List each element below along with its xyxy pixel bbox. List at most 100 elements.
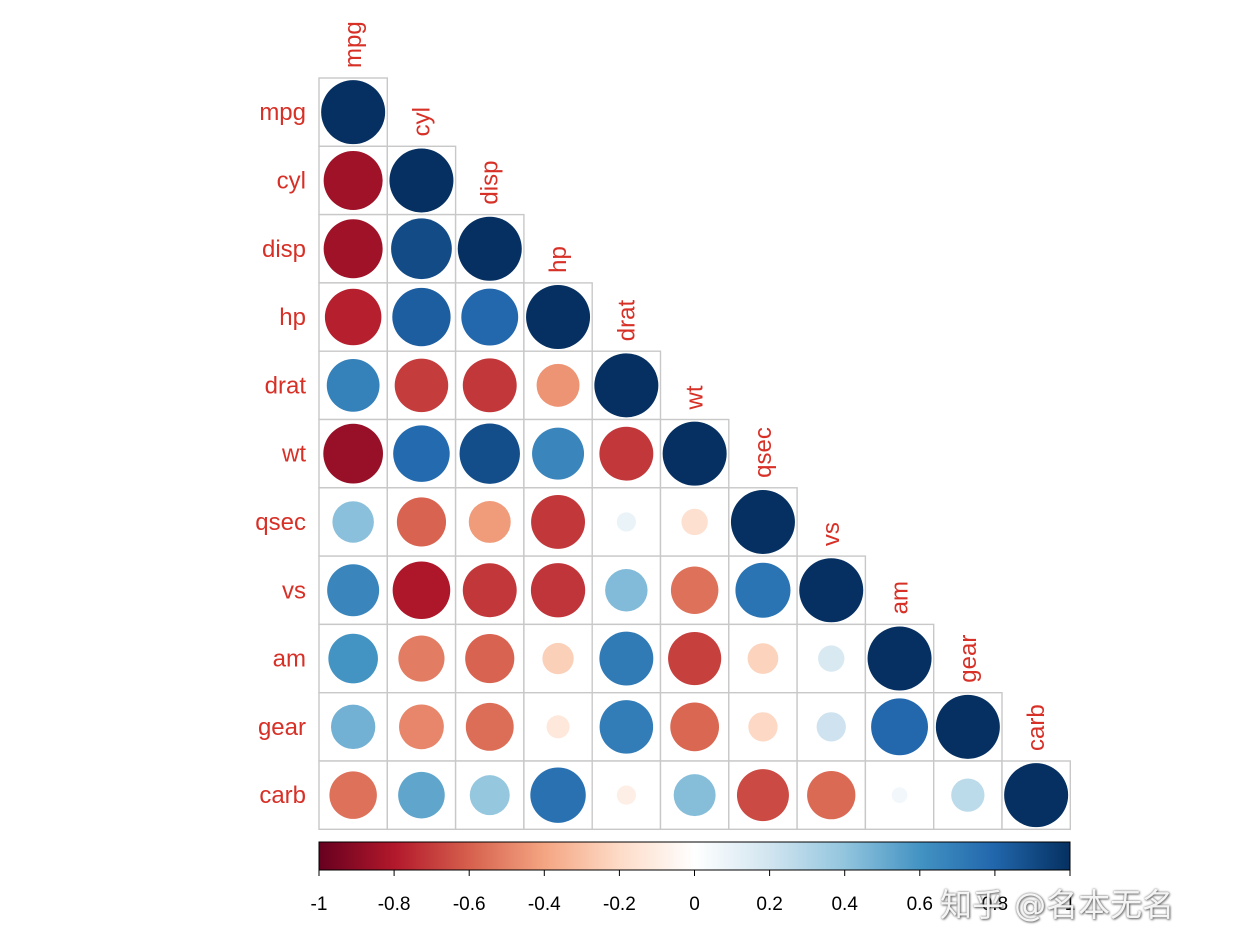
corr-circle-hp-hp (526, 285, 591, 350)
colorbar-tick-label: 0.4 (831, 894, 858, 915)
corr-circle-wt-cyl (393, 425, 450, 482)
corr-circle-drat-mpg (326, 358, 380, 412)
corr-circle-carb-drat (616, 785, 636, 805)
col-label-carb: carb (1023, 704, 1050, 751)
corr-circle-carb-vs (807, 770, 856, 820)
corr-circle-cyl-cyl (389, 148, 454, 213)
corr-circle-am-qsec (747, 643, 779, 674)
corr-circle-qsec-hp (531, 494, 586, 549)
corr-circle-vs-mpg (327, 564, 380, 617)
corr-circle-am-drat (599, 631, 654, 686)
row-label-disp: disp (262, 236, 306, 263)
corr-circle-disp-mpg (323, 219, 383, 279)
corr-circle-qsec-disp (468, 500, 511, 543)
corr-circle-vs-disp (462, 563, 517, 618)
correlation-grid (318, 77, 1072, 831)
col-label-disp: disp (477, 161, 504, 205)
corr-circle-qsec-mpg (332, 501, 374, 543)
corr-circle-vs-vs (799, 558, 864, 623)
corr-circle-carb-cyl (398, 771, 445, 819)
corr-circle-wt-hp (532, 427, 585, 480)
row-label-vs: vs (282, 577, 306, 604)
colorbar-tick-label: -0.2 (603, 894, 636, 915)
corr-circle-carb-wt (673, 774, 716, 817)
row-label-hp: hp (279, 304, 306, 331)
corr-circle-gear-am (871, 698, 928, 756)
corr-circle-cyl-mpg (323, 150, 383, 210)
corr-circle-qsec-wt (681, 508, 708, 536)
corr-circle-am-disp (465, 633, 515, 684)
colorbar-tick-label: 0.8 (982, 894, 1008, 915)
col-label-cyl: cyl (408, 107, 435, 136)
corr-circle-wt-mpg (323, 423, 383, 484)
corr-circle-gear-hp (546, 715, 570, 739)
corr-circle-drat-drat (594, 353, 659, 418)
row-label-mpg: mpg (259, 99, 306, 126)
corr-circle-gear-qsec (748, 712, 778, 742)
corr-circle-carb-mpg (329, 771, 377, 819)
corr-circle-drat-cyl (394, 358, 449, 413)
cell-drat-hp (523, 350, 593, 421)
corr-circle-qsec-qsec (730, 489, 795, 554)
colorbar-tick-label: 0.6 (907, 894, 933, 915)
colorbar-tick-label: -0.4 (528, 894, 561, 915)
corr-circle-am-wt (668, 631, 722, 686)
corr-circle-disp-cyl (391, 218, 452, 280)
corr-circle-am-cyl (398, 635, 445, 682)
corr-circle-hp-cyl (392, 287, 451, 347)
row-label-qsec: qsec (255, 509, 306, 536)
corr-circle-mpg-mpg (321, 80, 386, 145)
row-label-drat: drat (265, 372, 307, 399)
corr-circle-carb-am (891, 787, 908, 803)
corr-circle-vs-cyl (392, 561, 451, 620)
corr-circle-hp-mpg (324, 288, 382, 346)
corr-circle-vs-wt (670, 566, 719, 614)
col-label-drat: drat (613, 300, 640, 342)
row-label-cyl: cyl (277, 167, 306, 194)
colorbar-tick-label: -1 (311, 894, 328, 915)
corr-circle-vs-drat (605, 569, 648, 612)
cell-qsec-mpg (318, 487, 389, 557)
colorbar-tick-label: -0.8 (378, 894, 411, 915)
colorbar-tick-label: -0.6 (453, 894, 486, 915)
row-label-carb: carb (259, 782, 306, 809)
corr-circle-wt-drat (599, 426, 654, 481)
variable-labels: mpg mpg cyl cyl disp disp hp hp drat drat wt wt qsec… (255, 21, 1050, 809)
col-label-wt: wt (682, 385, 709, 410)
colorbar-tick-label: 0.2 (756, 894, 782, 915)
corr-circle-am-hp (542, 642, 574, 675)
corr-circle-gear-drat (599, 700, 654, 754)
corr-circle-gear-wt (670, 702, 720, 752)
corr-circle-wt-disp (459, 423, 520, 484)
corr-circle-qsec-drat (616, 512, 636, 532)
corr-circle-drat-hp (536, 363, 580, 407)
row-label-wt: wt (281, 441, 306, 468)
corr-circle-am-am (867, 626, 932, 691)
corr-circle-carb-qsec (736, 769, 789, 822)
colorbar-gradient (318, 841, 1071, 871)
corr-circle-am-mpg (328, 633, 378, 684)
corr-circle-carb-carb (1004, 763, 1069, 828)
row-label-am: am (273, 646, 306, 673)
colorbar-tick-label: 1 (1065, 894, 1076, 915)
corr-circle-qsec-cyl (396, 497, 447, 547)
corr-circle-gear-mpg (330, 704, 376, 750)
colorbar: -1 -0.8 -0.6 -0.4 -0.2 0 0.2 0.4 0.6 0.8 1 (311, 841, 1076, 915)
corr-circle-drat-disp (462, 358, 517, 413)
corr-circle-am-vs (818, 645, 845, 672)
col-label-gear: gear (955, 635, 982, 683)
col-label-qsec: qsec (750, 427, 777, 478)
corr-circle-gear-gear (935, 694, 1000, 759)
colorbar-tick-label: 0 (689, 894, 700, 915)
corr-circle-wt-wt (662, 421, 727, 486)
corr-circle-hp-disp (461, 288, 519, 346)
corr-circle-disp-disp (457, 216, 522, 281)
row-label-gear: gear (258, 714, 306, 741)
col-label-am: am (887, 581, 914, 614)
corr-circle-carb-hp (530, 767, 586, 823)
corr-circle-gear-disp (465, 702, 514, 751)
corr-circle-gear-cyl (399, 704, 444, 750)
watermark: 知乎 @名本无名 (940, 886, 1175, 924)
corr-circle-vs-qsec (735, 562, 791, 618)
